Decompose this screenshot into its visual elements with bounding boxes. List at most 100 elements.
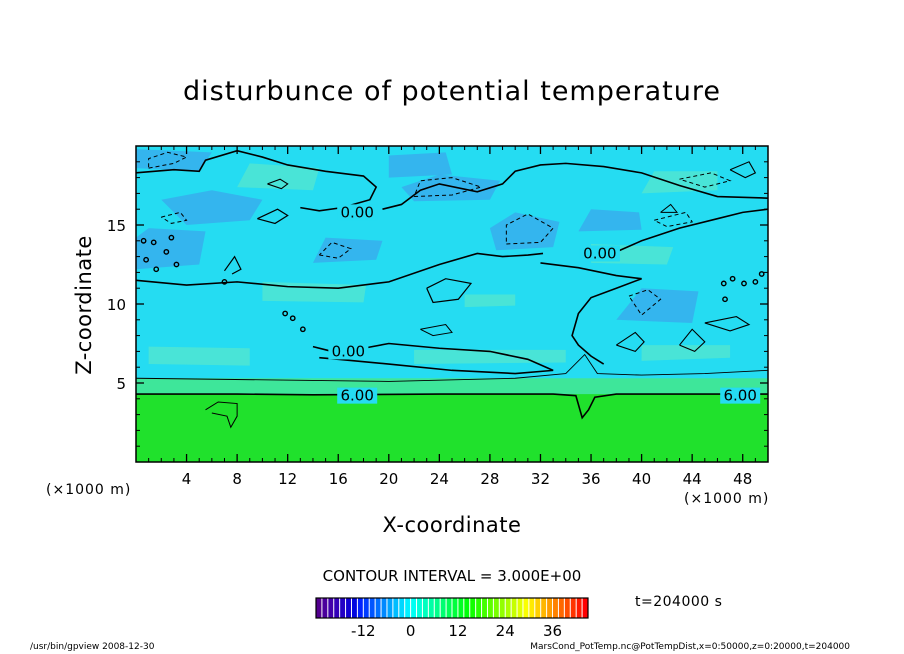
colorbar-tick-label: 24 (496, 622, 515, 640)
colorbar-swatch (333, 598, 341, 618)
contour-blob (257, 208, 289, 225)
colorbar-swatch (440, 598, 447, 618)
colorbar-swatch (546, 598, 554, 618)
colorbar-swatch (493, 598, 500, 618)
x-tick-label: 32 (531, 470, 550, 488)
colorbar-swatch (505, 598, 512, 618)
colorbar-swatch (381, 598, 388, 618)
cool-anomaly-patch (388, 152, 452, 178)
x-tick-label: 24 (430, 470, 449, 488)
warm-anomaly-patch (464, 294, 516, 308)
heatmap-field (136, 146, 768, 462)
cool-anomaly-patch (136, 228, 206, 270)
colorbar-swatch (487, 598, 494, 618)
contour-blob (616, 331, 645, 353)
contour-label-bg (720, 387, 761, 404)
contour-speck (173, 261, 180, 268)
footer-command: /usr/bin/gpview 2008-12-30 (30, 642, 155, 652)
colorbar-tick-label: 0 (406, 622, 416, 640)
contour-zero-loop (540, 262, 642, 365)
contour-blob (426, 278, 473, 304)
contour-label: 0.00 (332, 342, 365, 360)
x-tick-label: 8 (232, 470, 242, 488)
contour-blob (679, 328, 706, 353)
contour-label: 6.00 (340, 387, 373, 405)
colorbar-swatch (517, 598, 524, 618)
contour-speck (150, 239, 157, 246)
x-tick-label: 16 (329, 470, 348, 488)
colorbar-swatch (522, 598, 530, 618)
y-tick-label: 15 (107, 217, 126, 235)
colorbar-tick-label: -12 (351, 622, 376, 640)
contour-zero-right (615, 208, 768, 253)
colorbar-swatch (404, 598, 412, 618)
colorbar-swatch (576, 598, 583, 618)
contour-speck (153, 266, 160, 273)
x-tick-label: 44 (683, 470, 702, 488)
lower-layer-fill (136, 394, 768, 462)
contour-negative (654, 211, 693, 228)
contour-speck (729, 275, 736, 282)
contour-label: 0.00 (583, 244, 616, 262)
colorbar-swatch (316, 598, 323, 618)
colorbar-swatch (410, 598, 418, 618)
contour-label: 0.00 (340, 203, 373, 221)
colorbar-swatch (469, 598, 477, 618)
contour-speck (752, 278, 759, 285)
x-axis-label: X-coordinate (382, 513, 522, 537)
colorbar-swatch (540, 598, 548, 618)
colorbar-swatch (475, 598, 483, 618)
colorbar-swatch (398, 598, 406, 618)
x-tick-label: 40 (632, 470, 651, 488)
contour-speck (720, 280, 727, 287)
colorbar-swatch (511, 598, 518, 618)
contour-label-bg (337, 387, 378, 404)
colorbar-swatch (434, 598, 441, 618)
colorbar-swatch (570, 598, 577, 618)
contour-speck (299, 326, 306, 333)
cool-anomaly-patch (161, 190, 263, 225)
colorbar-swatch (375, 598, 382, 618)
y-axis-label: Z-coordinate (72, 235, 96, 375)
contour-blob (223, 255, 242, 275)
contour-label-bg (579, 245, 620, 262)
colorbar-tick-label: 12 (448, 622, 467, 640)
x-tick-label: 36 (581, 470, 600, 488)
x-tick-label: 20 (379, 470, 398, 488)
colorbar-swatch (369, 598, 376, 618)
contour-negative (413, 177, 483, 198)
warm-anomaly-patch (237, 163, 320, 191)
contour-interval-label: CONTOUR INTERVAL = 3.000E+00 (322, 567, 582, 585)
colorbar-swatch (327, 598, 335, 618)
contour-labels: 0.00 0.00 0.00 6.00 6.00 (328, 203, 761, 405)
warm-anomaly-patch (641, 171, 718, 194)
colorbar-swatch (416, 598, 423, 618)
warm-anomaly-patch (148, 346, 250, 366)
colorbar-swatch (392, 598, 400, 618)
colorbar-swatch (357, 598, 364, 618)
colorbar-swatch (351, 598, 358, 618)
cool-anomaly-patch (578, 209, 642, 232)
contour-zero-middle (136, 252, 544, 290)
colorbar-swatch (422, 598, 429, 618)
colorbar-swatch (452, 598, 459, 618)
contour-speck (140, 237, 147, 244)
contour-speck (282, 310, 289, 317)
colorbar-swatch (552, 598, 559, 618)
colorbar-swatch (363, 598, 370, 618)
contour-speck (168, 234, 175, 241)
colorbar-swatch (499, 598, 506, 618)
colorbar-swatch (582, 598, 589, 618)
contour-speck (221, 278, 228, 285)
cool-anomaly-patch (401, 174, 501, 202)
time-label: t=204000 s (635, 594, 723, 610)
contour-speck (758, 271, 765, 277)
colorbar-swatch (457, 598, 465, 618)
contour-blob (660, 203, 679, 213)
contour-six (136, 393, 768, 420)
contour-negative (505, 213, 554, 245)
contour-speck (741, 280, 747, 287)
contour-negative (628, 289, 662, 316)
x-unit-label-left: (×1000 m) (46, 482, 132, 498)
cool-anomaly-patch (616, 288, 699, 323)
